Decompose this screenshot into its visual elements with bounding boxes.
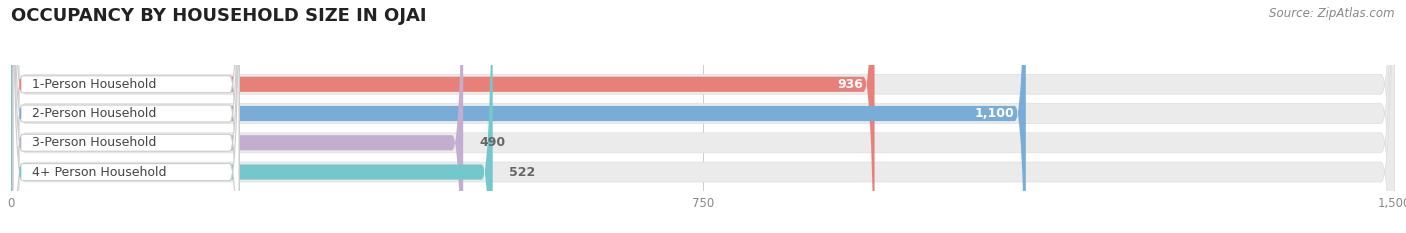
Text: 1-Person Household: 1-Person Household bbox=[31, 78, 156, 91]
FancyBboxPatch shape bbox=[11, 0, 1395, 233]
FancyBboxPatch shape bbox=[13, 0, 239, 233]
FancyBboxPatch shape bbox=[11, 0, 463, 233]
Text: 936: 936 bbox=[838, 78, 863, 91]
FancyBboxPatch shape bbox=[13, 0, 239, 233]
FancyBboxPatch shape bbox=[11, 0, 1395, 233]
Text: 490: 490 bbox=[479, 136, 506, 149]
Text: 2-Person Household: 2-Person Household bbox=[31, 107, 156, 120]
Text: OCCUPANCY BY HOUSEHOLD SIZE IN OJAI: OCCUPANCY BY HOUSEHOLD SIZE IN OJAI bbox=[11, 7, 427, 25]
Text: 522: 522 bbox=[509, 165, 536, 178]
FancyBboxPatch shape bbox=[13, 0, 239, 233]
Text: Source: ZipAtlas.com: Source: ZipAtlas.com bbox=[1270, 7, 1395, 20]
Text: 3-Person Household: 3-Person Household bbox=[31, 136, 156, 149]
Text: 1,100: 1,100 bbox=[974, 107, 1015, 120]
FancyBboxPatch shape bbox=[11, 0, 875, 233]
FancyBboxPatch shape bbox=[11, 0, 492, 233]
FancyBboxPatch shape bbox=[13, 0, 239, 233]
Text: 4+ Person Household: 4+ Person Household bbox=[31, 165, 166, 178]
FancyBboxPatch shape bbox=[11, 0, 1395, 233]
FancyBboxPatch shape bbox=[11, 0, 1395, 233]
FancyBboxPatch shape bbox=[11, 0, 1026, 233]
